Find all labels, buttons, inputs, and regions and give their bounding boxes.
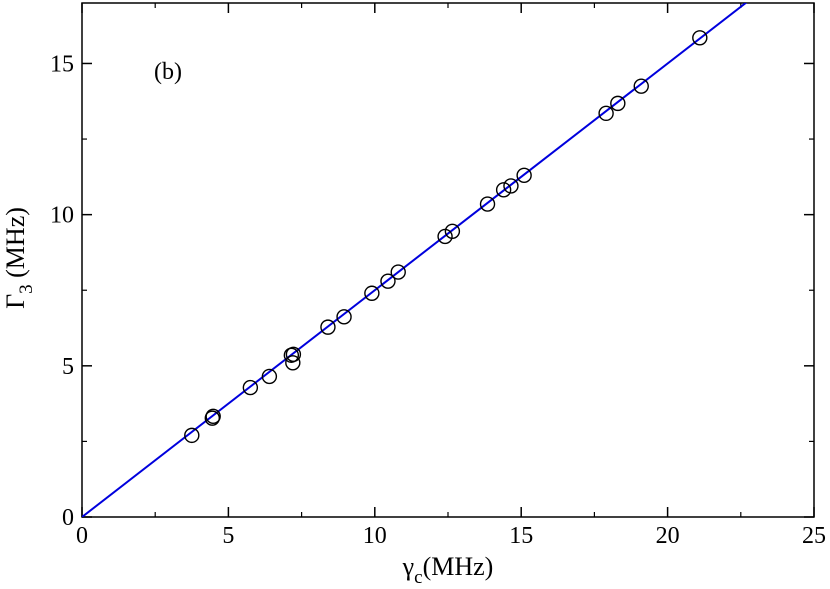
axis-tick-labels: 0 5 10 15 20 25 0 5 10 15 [50, 51, 826, 549]
data-point [598, 105, 614, 122]
x-axis-label-main: γ [402, 552, 415, 581]
data-point [364, 285, 380, 301]
y-tick-label: 0 [62, 505, 74, 531]
x-tick-label: 15 [509, 523, 533, 549]
x-tick-label: 20 [656, 523, 680, 549]
panel-annotation: (b) [154, 59, 182, 85]
data-point [242, 379, 259, 396]
data-point [285, 346, 302, 363]
data-point [205, 408, 221, 425]
x-tick-label: 0 [76, 523, 88, 549]
y-tick-label: 15 [50, 51, 74, 77]
data-point [610, 95, 626, 112]
y-axis-label-main: Γ [1, 294, 30, 309]
x-tick-label: 5 [222, 523, 234, 549]
data-point [479, 196, 496, 212]
fit-line [82, 3, 748, 517]
data-point [503, 178, 519, 194]
data-point [336, 309, 352, 325]
data-point [692, 30, 708, 46]
y-axis-label: Γ3 (MHz) [1, 207, 37, 309]
data-point [184, 427, 200, 444]
data-point [444, 223, 461, 239]
y-tick-label: 10 [50, 203, 74, 229]
data-point [390, 264, 406, 280]
data-point [633, 78, 649, 94]
data-point [495, 182, 512, 198]
y-tick-label: 5 [62, 354, 74, 380]
data-point [285, 355, 301, 371]
plot-frame [81, 2, 815, 518]
y-axis-label-rest: (MHz) [1, 207, 30, 284]
x-tick-label: 10 [363, 523, 387, 549]
data-point [380, 273, 396, 289]
x-tick-label: 25 [802, 523, 826, 549]
axis-ticks [81, 3, 815, 518]
data-point [516, 167, 532, 184]
data-points [184, 30, 708, 444]
x-axis-label: γc(MHz) [402, 552, 494, 588]
y-axis-label-sub: 3 [16, 284, 37, 294]
x-axis-label-rest: (MHz) [423, 552, 494, 581]
data-point [320, 319, 336, 335]
x-axis-label-sub: c [414, 567, 422, 588]
data-point [261, 368, 278, 385]
